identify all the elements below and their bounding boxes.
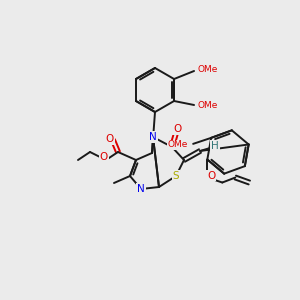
Text: OMe: OMe <box>198 100 218 109</box>
Text: OMe: OMe <box>168 140 188 149</box>
Text: N: N <box>149 132 157 142</box>
Text: O: O <box>207 170 215 181</box>
Text: S: S <box>173 171 179 181</box>
Text: N: N <box>137 184 145 194</box>
Text: O: O <box>106 134 114 144</box>
Text: O: O <box>100 152 108 162</box>
Text: OMe: OMe <box>198 65 218 74</box>
Text: H: H <box>211 141 219 151</box>
Text: O: O <box>173 124 181 134</box>
